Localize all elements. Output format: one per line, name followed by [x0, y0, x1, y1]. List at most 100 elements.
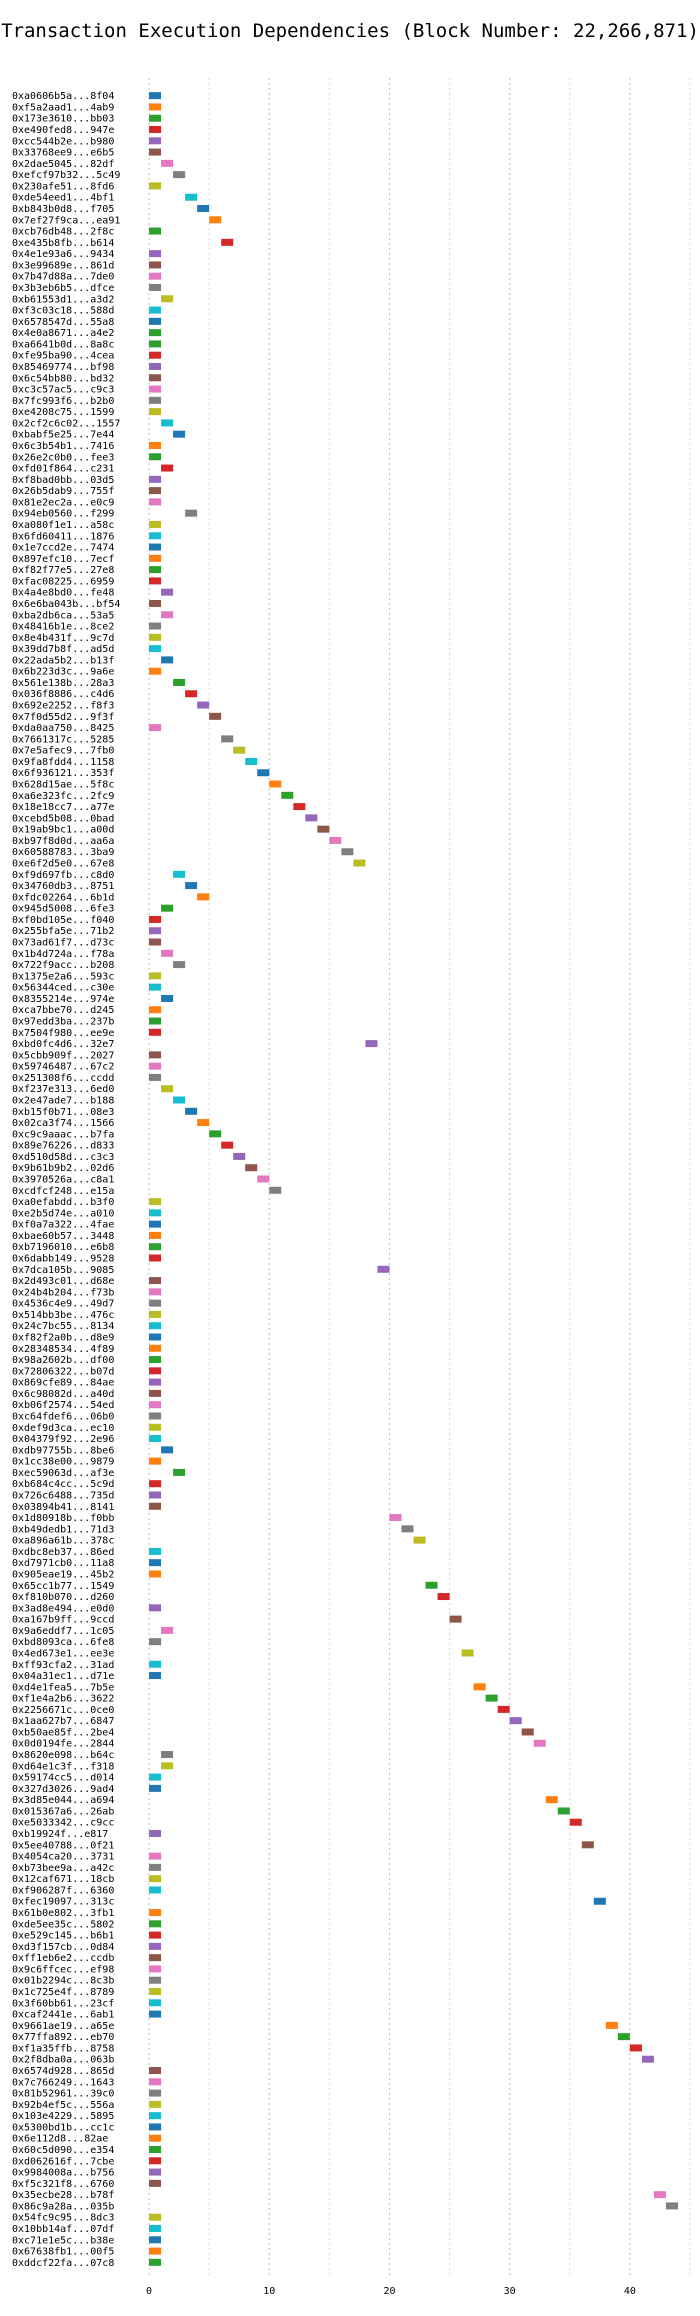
y-tick-label: 0xb97f8d0d...aa6a	[12, 836, 114, 847]
transaction-bar	[149, 1209, 162, 1217]
transaction-bar	[665, 2202, 678, 2210]
transaction-bar	[161, 1446, 174, 1454]
y-tick-label: 0xc9c9aaac...b7fa	[12, 1129, 114, 1140]
y-tick-label: 0x26e2c0b0...fee3	[12, 452, 114, 463]
y-tick-label: 0xb73bee9a...a42c	[12, 1863, 114, 1874]
y-tick-label: 0x6e112d8...82ae	[12, 2134, 108, 2145]
y-tick-label: 0xff1eb6e2...ccdb	[12, 1953, 114, 1964]
transaction-bar	[617, 2033, 630, 2041]
transaction-bar	[149, 1006, 162, 1014]
transaction-bar	[149, 396, 162, 404]
y-tick-label: 0xddcf22fa...07c8	[12, 2258, 114, 2269]
transaction-bar	[149, 362, 162, 370]
transaction-bar	[149, 1570, 162, 1578]
y-tick-label: 0xf237e313...6ed0	[12, 1084, 114, 1095]
y-tick-label: 0x59174cc5...d014	[12, 1773, 114, 1784]
transaction-bar	[521, 1728, 534, 1736]
transaction-bar	[473, 1683, 486, 1691]
transaction-bar	[401, 1525, 414, 1533]
transaction-bar	[149, 487, 162, 495]
y-tick-label: 0x327d3026...9ad4	[12, 1784, 114, 1795]
y-tick-label: 0xff93cfa2...31ad	[12, 1660, 114, 1671]
y-tick-labels: 0xa0606b5a...8f040xf5a2aad1...4ab90x173e…	[12, 91, 120, 2269]
transaction-bar	[161, 1626, 174, 1634]
transaction-bar	[149, 340, 162, 348]
transaction-bar	[149, 2213, 162, 2221]
y-tick-label: 0x3970526a...c8a1	[12, 1175, 114, 1186]
y-tick-label: 0x24c7bc55...8134	[12, 1321, 114, 1332]
transaction-bar	[149, 1999, 162, 2007]
transaction-bar	[149, 408, 162, 416]
y-tick-label: 0xcc544b2e...b980	[12, 136, 114, 147]
transaction-bar	[173, 961, 186, 969]
transaction-bar	[149, 103, 162, 111]
transaction-bar	[629, 2044, 642, 2052]
x-tick-label: 0	[146, 2286, 152, 2297]
transaction-bar	[161, 656, 174, 664]
transaction-bar	[149, 272, 162, 280]
y-tick-label: 0x103e4229...5895	[12, 2111, 114, 2122]
transaction-bar	[605, 2021, 618, 2029]
y-tick-label: 0x722f9acc...b208	[12, 960, 114, 971]
y-tick-label: 0xf8bad0bb...03d5	[12, 475, 114, 486]
y-tick-label: 0xa0efabdd...b3f0	[12, 1197, 114, 1208]
transaction-bar	[149, 1062, 162, 1070]
y-tick-label: 0xa080f1e1...a58c	[12, 520, 114, 531]
transaction-bar	[389, 1514, 402, 1522]
transaction-bar	[149, 1277, 162, 1285]
transaction-bar	[149, 2078, 162, 2086]
transaction-bar	[413, 1536, 426, 1544]
transaction-bar	[233, 746, 246, 754]
transaction-bar	[233, 1152, 246, 1160]
y-tick-label: 0xd4e1fea5...7b5e	[12, 1682, 114, 1693]
transaction-bar	[437, 1593, 450, 1601]
transaction-bar	[149, 1638, 162, 1646]
transaction-bar	[149, 2123, 162, 2131]
transaction-bar	[509, 1717, 522, 1725]
transaction-bar	[149, 1559, 162, 1567]
transaction-bar	[149, 2179, 162, 2187]
y-tick-label: 0x92b4ef5c...556a	[12, 2100, 114, 2111]
y-tick-label: 0x2dae5045...82df	[12, 159, 114, 170]
y-tick-label: 0x77ffa892...eb70	[12, 2032, 114, 2043]
y-tick-label: 0x60c5d090...e354	[12, 2145, 114, 2156]
y-tick-label: 0x7ef27f9ca...ea91	[12, 215, 120, 226]
transaction-bar	[149, 645, 162, 653]
y-tick-label: 0x5cbb909f...2027	[12, 1050, 114, 1061]
y-tick-label: 0x8355214e...974e	[12, 994, 114, 1005]
y-tick-label: 0x4e1e93a6...9434	[12, 249, 114, 260]
transaction-bar	[305, 814, 318, 822]
y-tick-label: 0x905eae19...45b2	[12, 1569, 114, 1580]
transaction-bar	[149, 1988, 162, 1996]
y-tick-label: 0xa896a61b...378c	[12, 1536, 114, 1547]
transaction-bar	[449, 1615, 462, 1623]
transaction-bar	[149, 2100, 162, 2108]
transaction-bar	[149, 1017, 162, 1025]
y-tick-label: 0x54fc9c95...8dc3	[12, 2213, 114, 2224]
y-tick-label: 0xfdc02264...6b1d	[12, 892, 114, 903]
transaction-bar	[149, 1976, 162, 1984]
transaction-bar	[149, 1378, 162, 1386]
transaction-bar	[149, 622, 162, 630]
y-tick-label: 0x35ecbe28...b78f	[12, 2190, 114, 2201]
y-tick-label: 0xca7bbe70...d245	[12, 1005, 114, 1016]
y-tick-label: 0x9661ae19...a65e	[12, 2021, 114, 2032]
transaction-bar	[209, 216, 222, 224]
y-tick-label: 0x1d80918b...f0bb	[12, 1513, 114, 1524]
transaction-bar	[149, 2146, 162, 2154]
transaction-bar	[149, 2112, 162, 2120]
x-tick-labels: 0 10 20 30 40	[146, 2286, 636, 2297]
transaction-bar	[149, 306, 162, 314]
transaction-bar	[149, 2168, 162, 2176]
transaction-bar	[149, 1480, 162, 1488]
y-tick-label: 0xde54eed1...4bf1	[12, 193, 114, 204]
transaction-bar	[149, 351, 162, 359]
y-tick-label: 0x94eb0560...f299	[12, 509, 114, 520]
transaction-bar	[149, 1220, 162, 1228]
transaction-bar	[149, 261, 162, 269]
y-tick-label: 0x28348534...4f89	[12, 1344, 114, 1355]
y-tick-label: 0x869cfe89...84ae	[12, 1378, 114, 1389]
y-tick-label: 0x1375e2a6...593c	[12, 971, 114, 982]
transaction-bar	[161, 994, 174, 1002]
y-tick-label: 0xde5ee35c...5802	[12, 1919, 114, 1930]
